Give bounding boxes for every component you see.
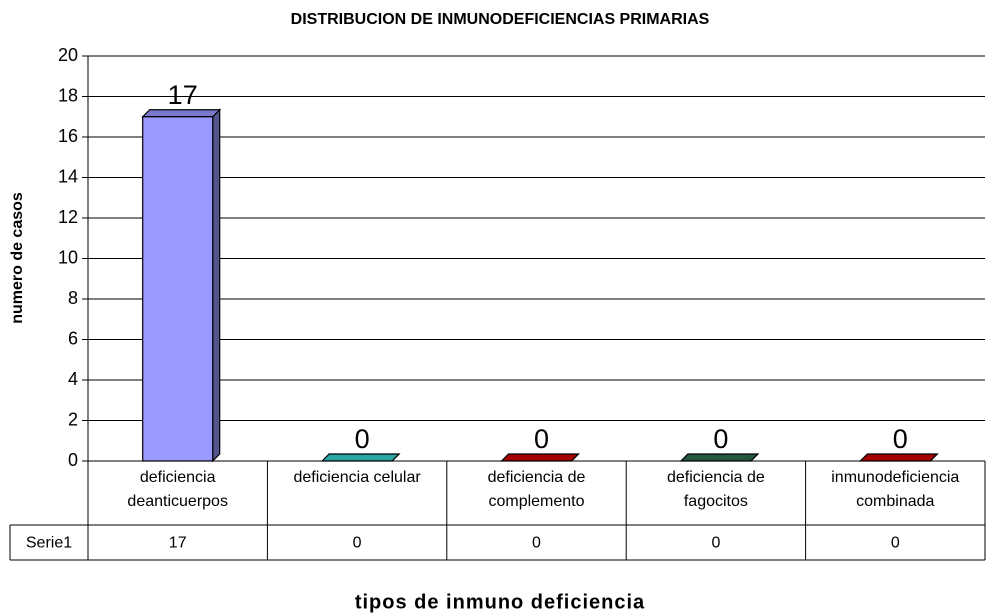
- y-tick-label: 20: [58, 45, 78, 65]
- y-tick-label: 18: [58, 85, 78, 105]
- data-label: 0: [534, 424, 549, 454]
- y-tick-label: 14: [58, 166, 78, 186]
- table-value: 0: [532, 535, 541, 552]
- y-tick-label: 10: [58, 247, 78, 267]
- bar-top: [500, 453, 580, 462]
- y-tick-label: 12: [58, 207, 78, 227]
- y-tick-label: 8: [68, 288, 78, 308]
- table-value: 0: [891, 535, 900, 552]
- bar-top: [320, 453, 401, 462]
- data-label: 0: [893, 424, 908, 454]
- y-tick-label: 4: [68, 369, 78, 389]
- y-tick-label: 2: [68, 409, 78, 429]
- y-axis-title: numero de casos: [9, 192, 26, 324]
- x-tick-label: deficiencia de complemento: [487, 469, 586, 510]
- bar-top: [679, 453, 760, 462]
- chart-title: DISTRIBUCION DE INMUNODEFICIENCIAS PRIMA…: [291, 11, 710, 28]
- bar-top: [858, 453, 939, 462]
- y-tick-label: 16: [58, 126, 78, 146]
- table-series-name: Serie1: [26, 535, 72, 552]
- table-value: 0: [711, 535, 720, 552]
- table-value: 0: [353, 535, 362, 552]
- x-tick-label: inmunodeficiencia combinada: [831, 469, 960, 510]
- table-value: 17: [169, 535, 187, 552]
- y-tick-label: 6: [68, 328, 78, 348]
- x-tick-label: deficiencia celular: [293, 469, 421, 486]
- data-label: 0: [713, 424, 728, 454]
- bar-side: [212, 108, 221, 463]
- x-axis-title: tipos de inmuno deficiencia: [355, 591, 645, 613]
- bar: [142, 116, 214, 462]
- y-tick-label: 0: [68, 450, 78, 470]
- x-tick-label: deficiencia de fagocitos: [666, 469, 765, 510]
- data-label: 0: [355, 424, 370, 454]
- data-label: 17: [168, 80, 198, 110]
- bar-top: [141, 109, 222, 118]
- x-tick-label: deficiencia deanticuerpos: [127, 469, 228, 510]
